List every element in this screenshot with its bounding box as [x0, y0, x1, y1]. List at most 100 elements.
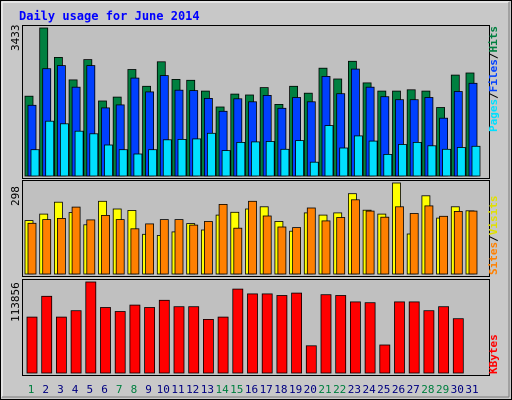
sites-visits-bar-sites-day-23: [350, 199, 360, 275]
x-tick-label-day-13: 13: [201, 383, 214, 396]
legend-slash: /: [487, 52, 500, 59]
sites-visits-bar-sites-day-24: [365, 210, 375, 275]
sites-visits-bar-sites-day-16: [248, 200, 257, 275]
x-tick-label-day-19: 19: [289, 383, 302, 396]
sites-visits-bar-sites-day-5: [86, 219, 96, 275]
x-tick-label-day-23: 23: [348, 383, 361, 396]
kbytes-bar-kbytes-day-21: [320, 294, 332, 374]
hits-files-pages-bar-pages-day-24: [368, 140, 378, 177]
x-tick-label-day-22: 22: [333, 383, 346, 396]
sites-visits-bar-sites-day-20: [306, 207, 316, 275]
sites-visits-bar-sites-day-12: [189, 224, 199, 275]
kbytes-bar-kbytes-day-15: [232, 288, 244, 374]
kbytes-bar-kbytes-day-17: [261, 293, 273, 374]
kbytes-bar-kbytes-day-1: [26, 316, 38, 374]
x-tick-label-day-5: 5: [86, 383, 93, 396]
sites-visits-bar-sites-day-6: [101, 214, 110, 275]
hits-files-pages-bar-pages-day-20: [309, 161, 319, 177]
sites-visits-bar-sites-day-26: [395, 206, 404, 275]
kbytes-bar-kbytes-day-20: [305, 345, 317, 374]
hits-files-pages-bar-pages-day-4: [74, 130, 84, 177]
hits-files-pages-bar-pages-day-15: [236, 141, 246, 177]
x-tick-label-day-9: 9: [145, 383, 152, 396]
sites-visits-bar-sites-day-28: [424, 205, 434, 275]
sites-visits-bar-sites-day-14: [218, 203, 228, 275]
x-tick-label-day-20: 20: [304, 383, 317, 396]
x-tick-label-day-29: 29: [436, 383, 449, 396]
kbytes-bar-kbytes-day-29: [438, 306, 450, 374]
x-tick-label-day-30: 30: [451, 383, 464, 396]
x-tick-label-day-3: 3: [57, 383, 64, 396]
svg-text:KBytes: KBytes: [487, 334, 500, 374]
kbytes-bar-kbytes-day-6: [100, 307, 111, 374]
x-tick-label-day-10: 10: [157, 383, 170, 396]
sites-visits-bar-sites-day-18: [277, 226, 287, 275]
hits-files-pages-bar-pages-day-16: [251, 141, 260, 177]
hits-files-pages-bar-pages-day-7: [118, 149, 128, 177]
x-tick-label-day-17: 17: [260, 383, 273, 396]
sites-visits-bar-sites-day-15: [233, 227, 243, 275]
kbytes-bar-kbytes-day-11: [173, 306, 185, 374]
legend-slash: /: [487, 235, 500, 242]
kbytes-bar-kbytes-day-23: [349, 301, 361, 374]
hits-files-pages-bar-pages-day-8: [133, 153, 143, 177]
x-tick-label-day-26: 26: [392, 383, 405, 396]
hits-files-pages-bar-pages-day-27: [412, 141, 422, 177]
sites-visits-bar-sites-day-13: [203, 221, 213, 275]
kbytes-bar-kbytes-day-7: [114, 311, 126, 374]
legend-files: Files: [487, 59, 500, 92]
legend-slash: /: [487, 92, 500, 99]
sites-visits-bar-sites-day-31: [468, 210, 478, 275]
hits-files-pages-bar-pages-day-19: [295, 140, 305, 177]
sites-visits-bar-sites-day-19: [292, 227, 302, 275]
sites-visits-bar-sites-day-3: [57, 217, 66, 275]
sites-visits-bar-sites-day-21: [321, 220, 331, 275]
hits-files-pages-bar-pages-day-6: [104, 144, 113, 177]
hits-files-pages-bar-pages-day-11: [177, 138, 187, 177]
svg-text:Pages/Files/Hits: Pages/Files/Hits: [487, 26, 500, 132]
legend-visits: Visits: [487, 196, 500, 236]
sites-visits-bar-sites-day-8: [130, 228, 140, 275]
legend-hits: Hits: [487, 26, 500, 53]
x-tick-label-day-1: 1: [28, 383, 35, 396]
sites-visits-bar-sites-day-4: [71, 206, 81, 275]
legend-pages: Pages: [487, 99, 500, 132]
hits-files-pages-bar-pages-day-17: [265, 141, 275, 177]
kbytes-bar-kbytes-day-3: [56, 316, 67, 374]
sites-visits-bar-sites-day-10: [159, 219, 169, 275]
hits-files-pages-bar-pages-day-28: [427, 145, 437, 177]
kbytes-bar-kbytes-day-14: [217, 316, 229, 374]
x-tick-label-day-25: 25: [377, 383, 390, 396]
kbytes-bar-kbytes-day-30: [452, 318, 464, 374]
kbytes-bar-kbytes-day-22: [335, 295, 347, 374]
sites-visits-bar-sites-day-9: [145, 223, 155, 275]
x-tick-label-day-12: 12: [186, 383, 199, 396]
hits-files-pages-bar-pages-day-18: [280, 148, 290, 177]
x-tick-label-day-21: 21: [318, 383, 331, 396]
x-tick-label-day-4: 4: [72, 383, 79, 396]
hits-files-pages-bar-pages-day-22: [339, 147, 349, 177]
sites-visits-bar-sites-day-27: [409, 213, 419, 275]
x-tick-label-day-7: 7: [116, 383, 123, 396]
kbytes-bar-kbytes-day-25: [379, 344, 391, 374]
hits-files-pages-bar-pages-day-14: [221, 150, 231, 177]
kbytes-bar-kbytes-day-5: [85, 281, 97, 374]
sites-visits-bar-sites-day-1: [27, 222, 37, 275]
sites-visits-bar-sites-day-11: [174, 219, 184, 275]
x-tick-label-day-8: 8: [131, 383, 138, 396]
kbytes-bar-kbytes-day-9: [144, 307, 156, 374]
x-axis-day-labels: 1 2 3 4 5 6 7 8 9 10 11 12 13 14 15 16 17 18 19 20 21 22 23 24 2…: [28, 383, 479, 396]
x-tick-label-day-27: 27: [407, 383, 420, 396]
sites-visits-bar-sites-day-7: [115, 219, 125, 275]
ymax-label-hits: 3433: [9, 25, 22, 52]
ymax-label-kbytes: 113856: [9, 282, 22, 322]
svg-text:Sites/Visits: Sites/Visits: [487, 196, 500, 276]
hits-files-pages-bar-pages-day-3: [60, 123, 69, 177]
legend-kbytes-label: KBytes: [487, 334, 500, 374]
hits-files-pages-bar-pages-day-9: [148, 149, 158, 177]
chart-title: Daily usage for June 2014: [19, 9, 200, 23]
kbytes-bar-kbytes-day-24: [364, 302, 376, 374]
kbytes-bar-kbytes-day-10: [158, 299, 170, 374]
kbytes-bar-kbytes-day-27: [408, 301, 420, 374]
